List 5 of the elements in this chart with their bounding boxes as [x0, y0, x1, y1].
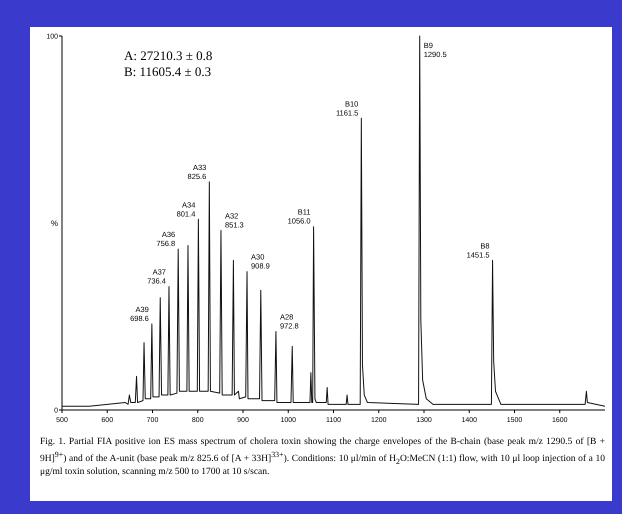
- line-series: [62, 36, 606, 407]
- annotation: B: 11605.4 ± 0.3: [124, 64, 212, 79]
- text: Fig. 1. Partial FIA positive ion ES mass spectrum of cholera toxin showing the charge envelopes of the B-chain (base peak m/z 1290.5 of [B + 9H]$^{9+}$) and of the A-unit (base peak m/z 825.6 of [A + 33H]$^{33+}$). Conditions: 10 μl/min of H$_{2}$O:MeCN (1:1) flow, with 10 μl loop injection of a 10 μg/ml toxin solution, scanning m/z 500 to 1700 at 10 s/scan.: [40, 437, 605, 478]
- y-axis-title: %: [50, 218, 58, 228]
- annotation: A: 27210.3 ± 0.8: [124, 48, 212, 63]
